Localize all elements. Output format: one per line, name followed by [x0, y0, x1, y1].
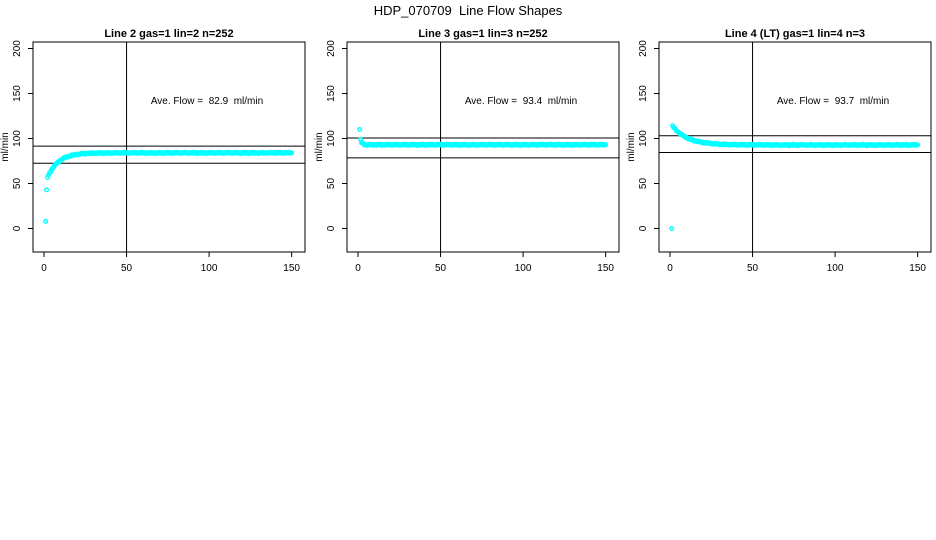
- y-tick-label: 100: [12, 130, 23, 147]
- x-tick-label: 150: [909, 263, 926, 274]
- plot-box: [658, 41, 932, 253]
- y-tick-label: 200: [638, 40, 649, 57]
- axis-ticks: 0 50 100 150 0 50 100 150 200: [12, 40, 300, 274]
- avg-flow-annotation: Ave. Flow = 93.7 ml/min: [777, 96, 889, 107]
- x-tick-label: 0: [41, 263, 47, 274]
- y-tick-label: 150: [638, 85, 649, 102]
- data-point: [357, 126, 363, 132]
- y-axis-label: ml/min: [626, 132, 637, 161]
- panel-title: Line 2 gas=1 lin=2 n=252: [104, 28, 233, 40]
- scatter-points: [357, 126, 609, 148]
- flow-panel-3: Line 4 (LT) gas=1 lin=4 n=3 0 50 100 150 0 50…: [626, 28, 932, 274]
- x-tick-label: 100: [827, 263, 844, 274]
- data-point: [43, 218, 49, 224]
- y-tick-label: 100: [638, 130, 649, 147]
- y-tick-label: 50: [12, 178, 23, 190]
- y-tick-label: 50: [638, 178, 649, 190]
- flow-panel-1: Line 2 gas=1 lin=2 n=252 0 50 100 150 0 50 100…: [0, 28, 306, 274]
- data-point: [44, 187, 50, 193]
- scatter-points: [669, 123, 921, 231]
- x-tick-label: 50: [435, 263, 447, 274]
- x-tick-label: 100: [201, 263, 218, 274]
- y-tick-label: 0: [638, 225, 649, 231]
- scatter-points: [43, 149, 295, 224]
- x-tick-label: 100: [515, 263, 532, 274]
- panel-title: Line 3 gas=1 lin=3 n=252: [418, 28, 547, 40]
- avg-flow-annotation: Ave. Flow = 93.4 ml/min: [465, 96, 577, 107]
- data-point: [289, 150, 295, 156]
- plot-box: [32, 41, 306, 253]
- y-tick-label: 0: [12, 225, 23, 231]
- x-tick-label: 150: [283, 263, 300, 274]
- chart-main-title: HDP_070709 Line Flow Shapes: [373, 3, 563, 18]
- flow-panel-2: Line 3 gas=1 lin=3 n=252 0 50 100 150 0 50 100…: [314, 28, 620, 274]
- x-tick-label: 0: [355, 263, 361, 274]
- y-tick-label: 150: [12, 85, 23, 102]
- y-tick-label: 200: [326, 40, 337, 57]
- y-axis-label: ml/min: [0, 132, 11, 161]
- data-point: [915, 142, 921, 148]
- x-tick-label: 150: [597, 263, 614, 274]
- panel-title: Line 4 (LT) gas=1 lin=4 n=3: [725, 28, 865, 40]
- axis-ticks: 0 50 100 150 0 50 100 150 200: [638, 40, 926, 274]
- x-tick-label: 50: [121, 263, 133, 274]
- x-tick-label: 50: [747, 263, 759, 274]
- data-point: [669, 225, 675, 231]
- x-tick-label: 0: [667, 263, 673, 274]
- axis-ticks: 0 50 100 150 0 50 100 150 200: [326, 40, 614, 274]
- data-point: [603, 142, 609, 148]
- y-tick-label: 0: [326, 225, 337, 231]
- grid-lines: [33, 42, 305, 252]
- y-tick-label: 150: [326, 85, 337, 102]
- avg-flow-annotation: Ave. Flow = 82.9 ml/min: [151, 96, 263, 107]
- y-tick-label: 100: [326, 130, 337, 147]
- plot-box: [346, 41, 620, 253]
- y-tick-label: 50: [326, 178, 337, 190]
- y-axis-label: ml/min: [314, 132, 325, 161]
- y-tick-label: 200: [12, 40, 23, 57]
